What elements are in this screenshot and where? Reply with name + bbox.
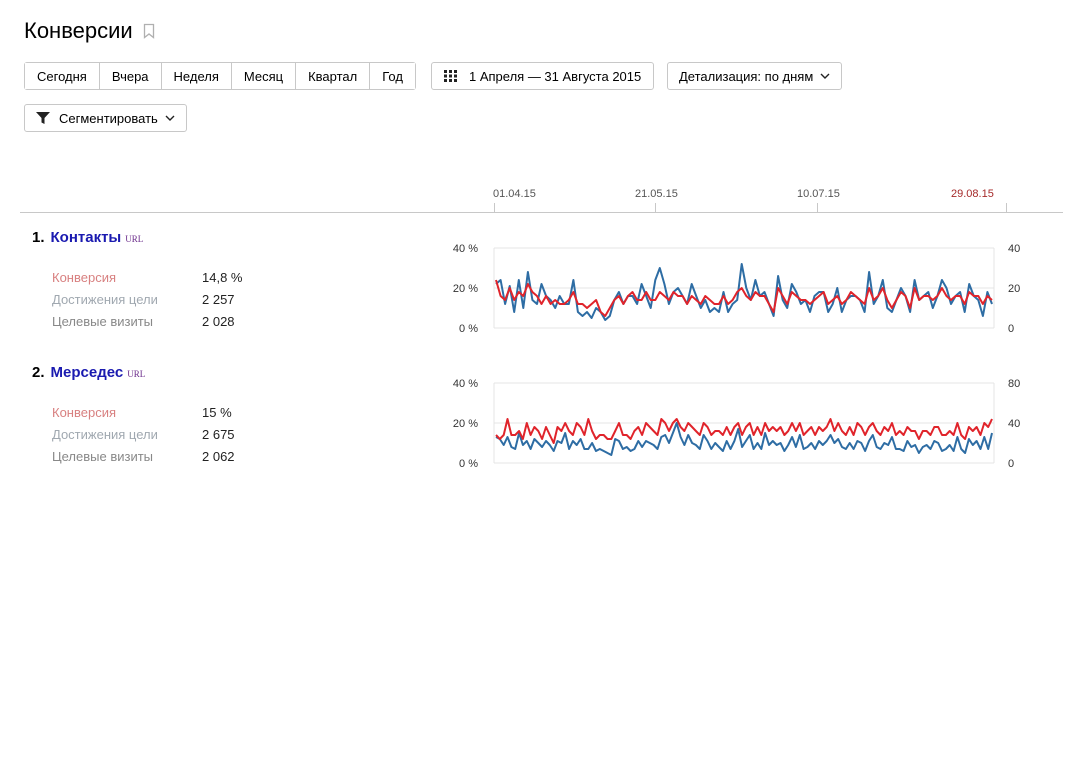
page-title: Конверсии — [24, 18, 133, 43]
series-line — [495, 422, 993, 456]
y-left-tick-label: 0 % — [459, 458, 478, 470]
goal-link-mercedes[interactable]: Мерседес — [50, 364, 124, 381]
metric-label-achievements: Достижения цели — [52, 292, 158, 307]
metric-label-visits: Целевые визиты — [52, 314, 154, 329]
metric-value-conversion: 15 % — [202, 405, 232, 420]
y-left-tick-label: 20 % — [453, 418, 478, 430]
y-right-tick-label: 40 — [1008, 418, 1020, 430]
title-row: Конверсии — [24, 18, 155, 44]
period-quarter-button[interactable]: Квартал — [296, 63, 371, 89]
segment-label: Сегментировать — [59, 110, 158, 126]
timeline-tick-mark — [494, 203, 495, 212]
y-right-tick-label: 80 — [1008, 378, 1020, 390]
goal-title: 2. Мерседес URL — [32, 364, 145, 381]
y-right-tick-label: 0 — [1008, 458, 1014, 470]
y-right-tick-label: 40 — [1008, 243, 1020, 255]
goal-url-tag: URL — [127, 369, 146, 379]
detail-dropdown[interactable]: Детализация: по дням — [667, 62, 843, 90]
detail-label: Детализация: по дням — [679, 68, 814, 84]
y-right-tick-label: 0 — [1008, 323, 1014, 335]
metric-label-conversion: Конверсия — [52, 405, 117, 420]
metric-label-achievements: Достижения цели — [52, 427, 158, 442]
y-left-tick-label: 40 % — [453, 243, 478, 255]
metric-value-achievements: 2 675 — [202, 427, 235, 442]
timeline-tick-label: 10.07.15 — [797, 188, 840, 200]
bookmark-icon[interactable] — [143, 23, 155, 39]
series-line — [495, 263, 993, 321]
timeline-tick-label: 21.05.15 — [635, 188, 678, 200]
timeline-tick-mark — [817, 203, 818, 212]
goal-number: 2. — [32, 364, 45, 381]
metric-value-achievements: 2 257 — [202, 292, 235, 307]
calendar-icon — [444, 70, 457, 82]
conversion-chart-contacts: 0 % 20 % 40 % 0 20 40 — [453, 243, 1020, 335]
timeline-tick-label: 29.08.15 — [951, 188, 994, 200]
chevron-down-icon — [165, 115, 175, 121]
metric-value-visits: 2 028 — [202, 314, 235, 329]
period-yesterday-button[interactable]: Вчера — [99, 63, 162, 89]
y-right-tick-label: 20 — [1008, 283, 1020, 295]
segment-button[interactable]: Сегментировать — [24, 104, 187, 132]
date-range-button[interactable]: 1 Апреля — 31 Августа 2015 — [431, 62, 655, 90]
conversion-chart-mercedes: 0 % 20 % 40 % 0 40 80 — [453, 378, 1020, 470]
metric-label-visits: Целевые визиты — [52, 449, 154, 464]
y-left-tick-label: 0 % — [459, 323, 478, 335]
period-year-button[interactable]: Год — [370, 63, 415, 89]
goal-link-contacts[interactable]: Контакты — [50, 229, 122, 246]
series-line — [495, 279, 993, 317]
period-month-button[interactable]: Месяц — [231, 63, 297, 89]
date-range-label: 1 Апреля — 31 Августа 2015 — [469, 68, 642, 84]
period-week-button[interactable]: Неделя — [161, 63, 232, 89]
timeline-tick-mark — [655, 203, 656, 212]
metric-label-conversion: Конверсия — [52, 270, 117, 285]
period-today-button[interactable]: Сегодня — [25, 63, 100, 89]
timeline-tick-mark — [1006, 203, 1007, 212]
metric-value-conversion: 14,8 % — [202, 270, 243, 285]
y-left-tick-label: 40 % — [453, 378, 478, 390]
series-line — [495, 418, 993, 444]
filter-icon — [36, 112, 50, 124]
timeline-axis — [20, 212, 1063, 213]
timeline-tick-label: 01.04.15 — [493, 188, 536, 200]
goal-title: 1. Контакты URL — [32, 229, 143, 246]
chevron-down-icon — [820, 73, 830, 79]
period-selector: Сегодня Вчера Неделя Месяц Квартал Год — [24, 62, 416, 90]
metric-value-visits: 2 062 — [202, 449, 235, 464]
y-left-tick-label: 20 % — [453, 283, 478, 295]
goal-url-tag: URL — [125, 234, 144, 244]
goal-number: 1. — [32, 229, 45, 246]
